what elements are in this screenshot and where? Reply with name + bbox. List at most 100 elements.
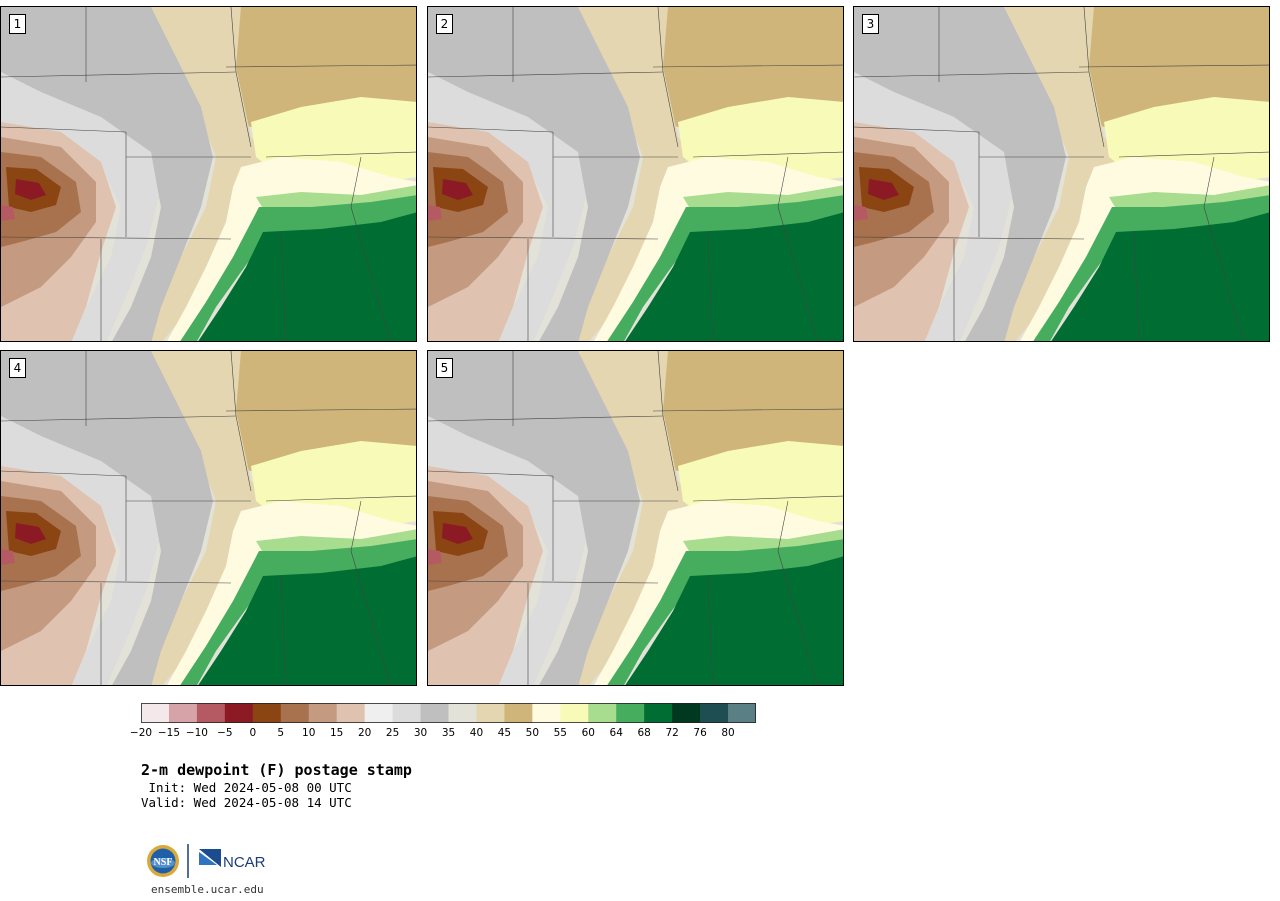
map-panel-1: 1 (0, 6, 417, 342)
colorbar-swatch (532, 703, 561, 723)
colorbar-swatch (588, 703, 617, 723)
state-boundary (1, 470, 127, 477)
dewpoint-contour-region (428, 351, 640, 685)
state-boundary (350, 500, 391, 685)
colorbar-tick-label: 5 (277, 727, 285, 739)
colorbar-swatch (504, 703, 533, 723)
dewpoint-contour-region (868, 179, 899, 200)
state-boundary (235, 415, 252, 492)
state-boundary (1, 126, 127, 133)
colorbar-swatch (196, 703, 226, 723)
panel-number-label: 3 (862, 14, 879, 34)
state-boundary (1, 236, 232, 240)
dewpoint-contour-region (1, 549, 15, 565)
colorbar-tick-label: 45 (497, 727, 512, 739)
colorbar-swatch (336, 703, 366, 723)
colorbar-swatch (420, 703, 449, 723)
colorbar-tick-label: 25 (385, 727, 400, 739)
colorbar-tick-label: −10 (185, 727, 208, 739)
state-boundary (428, 580, 659, 584)
colorbar-tick-label: 50 (525, 727, 540, 739)
colorbar-tick-label: 55 (553, 727, 567, 739)
panel-number-label: 2 (436, 14, 453, 34)
init-time: Init: Wed 2024-05-08 00 UTC (141, 780, 352, 795)
colorbar-swatch (672, 703, 701, 723)
colorbar-tick-label: 76 (693, 727, 707, 739)
panel-number-label: 5 (436, 358, 453, 378)
colorbar-swatch (476, 703, 505, 723)
nsf-logo-icon: NSF (147, 845, 179, 877)
map-panel-4: 4 (0, 350, 417, 686)
colorbar-swatch (448, 703, 477, 723)
colorbar-tick-label: 68 (637, 727, 651, 739)
colorbar-tick-label: 60 (581, 727, 595, 739)
dewpoint-contour-region (633, 7, 843, 127)
state-boundary (692, 151, 843, 158)
state-boundary (854, 71, 1090, 78)
dewpoint-contour-region (15, 523, 46, 544)
colorbar-tick-label: 20 (357, 727, 372, 739)
colorbar-swatch (252, 703, 282, 723)
state-boundary (707, 575, 714, 685)
dewpoint-contour-region (428, 416, 586, 685)
dewpoint-contour-region (428, 549, 442, 565)
dewpoint-contour-region (428, 205, 442, 221)
state-boundary (652, 64, 843, 68)
state-boundary (652, 408, 843, 412)
colorbar-swatch (141, 703, 170, 723)
colorbar-swatch (280, 703, 310, 723)
dewpoint-contour-region (1, 416, 159, 685)
dewpoint-contour-region (122, 7, 271, 341)
dewpoint-contour-region (1, 351, 213, 685)
state-boundary (657, 351, 664, 417)
state-boundary (854, 126, 980, 133)
dewpoint-contour-region (549, 7, 698, 341)
colorbar-tick-label: 10 (302, 727, 316, 739)
state-boundary (777, 500, 818, 685)
state-boundary (235, 71, 252, 148)
dewpoint-contour-region (206, 351, 416, 471)
state-boundary (657, 7, 664, 73)
nsf-logo-text: NSF (154, 857, 173, 868)
dewpoint-contour-region (625, 212, 843, 341)
dewpoint-contour-region (1, 205, 15, 221)
state-boundary (1133, 231, 1140, 341)
state-boundary (1083, 7, 1090, 73)
state-boundary (350, 156, 391, 341)
site-url: ensemble.ucar.edu (151, 883, 264, 896)
state-boundary (1118, 151, 1269, 158)
dewpoint-contour-region (122, 351, 271, 685)
state-boundary (662, 71, 679, 148)
chart-title: 2-m dewpoint (F) postage stamp (141, 761, 412, 779)
dewpoint-contour-region (1, 7, 213, 341)
dewpoint-contour-region (428, 72, 586, 341)
ncar-logo-text: NCAR (223, 854, 266, 871)
colorbar-swatch (644, 703, 673, 723)
colorbar-tick-label: −15 (157, 727, 181, 739)
colorbar-tick-label: 80 (721, 727, 735, 739)
state-boundary (1, 71, 237, 78)
state-boundary (1088, 71, 1105, 148)
colorbar (141, 703, 756, 723)
colorbar-tick-label: 0 (249, 727, 257, 739)
colorbar-tick-label: 30 (413, 727, 428, 739)
dewpoint-contour-region (206, 7, 416, 127)
dewpoint-contour-region (442, 523, 473, 544)
state-boundary (428, 236, 659, 240)
colorbar-swatch (560, 703, 589, 723)
map-panel-3: 3 (853, 6, 1270, 342)
colorbar-tick-label: 15 (329, 727, 344, 739)
dewpoint-contour-region (633, 351, 843, 471)
colorbar-swatch (616, 703, 645, 723)
state-boundary (265, 151, 416, 158)
dewpoint-contour-region (198, 212, 416, 341)
nsf-ncar-logo: NSF NCAR (147, 844, 266, 878)
state-boundary (1203, 156, 1244, 341)
dewpoint-contour-region (975, 7, 1124, 341)
state-boundary (428, 71, 664, 78)
colorbar-swatch (224, 703, 254, 723)
colorbar-swatch (392, 703, 422, 723)
dewpoint-contour-region (549, 351, 698, 685)
dewpoint-contour-region (854, 205, 868, 221)
state-boundary (777, 156, 818, 341)
